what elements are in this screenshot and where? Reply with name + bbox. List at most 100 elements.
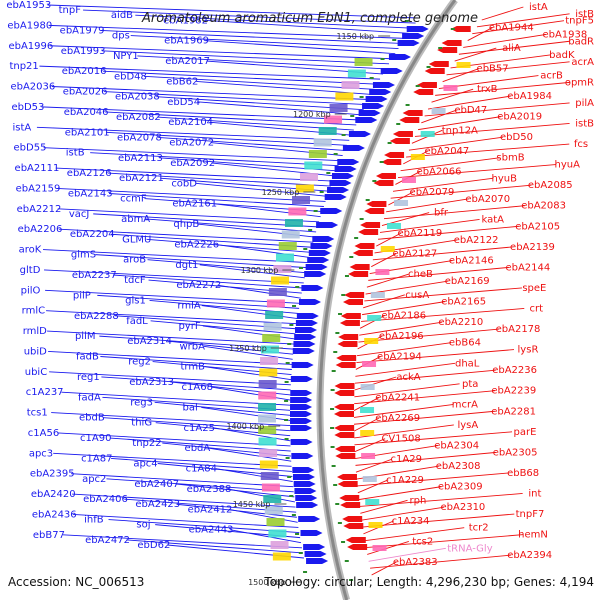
tick-label: 1200 kbp [293, 110, 331, 119]
label-connector [90, 152, 339, 167]
tick-dot [295, 533, 300, 535]
forward-gene [307, 257, 330, 263]
forward-gene [294, 488, 317, 494]
category-block [258, 437, 277, 446]
reverse-gene [345, 537, 366, 543]
tick-dot [303, 571, 308, 573]
gene-label: parE [514, 427, 537, 438]
label-connector [356, 349, 515, 364]
gene-label: int [528, 488, 541, 499]
label-connector [454, 47, 497, 62]
forward-gene [372, 82, 395, 88]
label-connector [56, 187, 326, 202]
gene-label: tcs1 [27, 408, 48, 419]
gene-label: c1A90 [80, 433, 111, 444]
gene-label: ebA2127 [392, 249, 437, 260]
gene-label: ebA2161 [172, 199, 217, 210]
gene-label: istA [529, 2, 548, 13]
label-connector [51, 86, 369, 100]
tick-dot [326, 172, 331, 174]
tick-dot [284, 400, 289, 402]
label-connector [100, 30, 402, 44]
tick-dot [350, 115, 355, 117]
label-connector [44, 269, 304, 284]
label-connector [383, 205, 525, 220]
forward-gene [301, 285, 324, 291]
gene-label: hemN [518, 530, 548, 541]
forward-gene [298, 516, 321, 522]
reverse-gene [336, 474, 357, 480]
gene-label: ebA2119 [397, 228, 442, 239]
category-block [410, 154, 425, 160]
forward-gene [316, 222, 339, 228]
label-connector [458, 40, 570, 55]
label-connector [353, 403, 454, 418]
label-connector [71, 473, 294, 488]
label-connector [228, 508, 298, 523]
label-connector [83, 9, 416, 24]
gene-label: lysA [457, 420, 478, 431]
label-connector [372, 246, 514, 261]
tick-dot [341, 134, 346, 136]
gene-label: ebA2070 [465, 194, 510, 205]
gene-label: tcs2 [412, 536, 433, 547]
label-connector [208, 447, 292, 462]
category-block [313, 138, 332, 147]
label-connector [53, 452, 292, 467]
tick-dot [292, 305, 297, 307]
label-connector [101, 50, 390, 65]
tick-dot [349, 579, 354, 581]
reverse-gene [336, 355, 357, 361]
forward-gene [334, 166, 357, 172]
label-connector [472, 20, 565, 35]
reverse-gene [338, 334, 359, 340]
gene-label: ebA2186 [381, 310, 426, 321]
label-connector [371, 253, 397, 268]
reverse-gene [348, 271, 369, 277]
category-block [420, 131, 435, 137]
forward-gene [290, 411, 313, 417]
label-connector [108, 193, 324, 207]
gene-label: tRNA-Gly [447, 543, 492, 554]
gene-label: ebA2165 [441, 297, 486, 308]
gene-label: ebA2395 [30, 469, 75, 480]
label-connector [137, 55, 387, 70]
gene-label: ebA1982 [163, 15, 208, 26]
reverse-gene [334, 404, 355, 410]
category-block [258, 426, 277, 434]
label-connector [197, 101, 362, 116]
gene-label: ebA1979 [60, 25, 105, 36]
gene-label: glmS [71, 250, 96, 261]
gene-label: ebA2072 [169, 138, 214, 149]
gene-label: bfr [434, 208, 449, 219]
category-block [271, 276, 290, 285]
label-connector [360, 499, 408, 514]
label-connector [145, 218, 317, 233]
reverse-gene [441, 40, 462, 46]
category-block [292, 196, 311, 204]
label-connector [363, 294, 405, 309]
reverse-gene [354, 243, 375, 249]
tick-dot [426, 66, 431, 68]
tick-dot [359, 218, 364, 220]
label-connector [48, 350, 293, 365]
gene-label: ebA2144 [505, 262, 550, 273]
gene-label: aidB [111, 10, 133, 21]
category-block [295, 184, 314, 193]
accession-text: Accession: NC_006513 [8, 575, 144, 589]
forward-gene [295, 320, 318, 326]
label-connector [357, 472, 510, 487]
reverse-gene [334, 432, 355, 438]
gene-label: ebD48 [114, 71, 147, 82]
reverse-gene [413, 89, 434, 95]
label-connector [463, 33, 547, 48]
label-connector [154, 401, 291, 416]
tick-dot [359, 96, 364, 98]
gene-label: ackA [396, 372, 420, 383]
label-connector [113, 274, 303, 289]
gene-label: hyuA [555, 160, 581, 171]
forward-gene [320, 208, 343, 214]
label-connector [102, 70, 378, 85]
tick-label: 1450 kbp [233, 500, 271, 509]
